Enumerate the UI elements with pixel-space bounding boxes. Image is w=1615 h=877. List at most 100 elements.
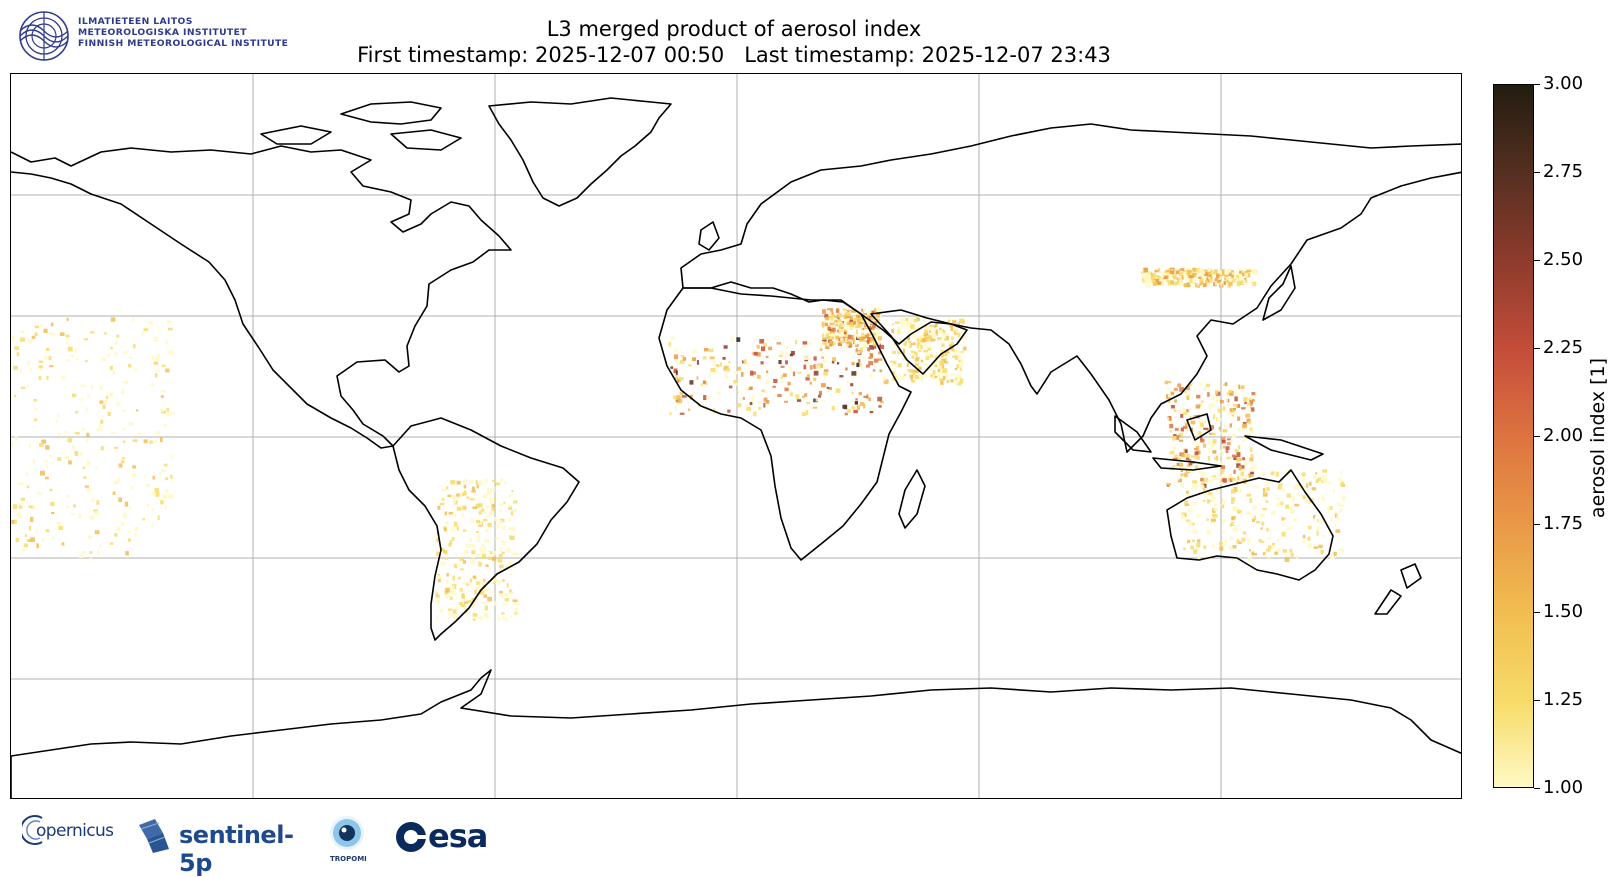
aerosol-pixel [1200,278,1204,282]
aerosol-pixel [23,543,28,548]
aerosol-pixel [765,355,769,359]
aerosol-pixel [852,333,856,339]
aerosol-pixel [1171,440,1175,443]
aerosol-pixel [951,336,954,340]
aerosol-pixel [913,318,919,323]
aerosol-pixel [148,320,153,326]
aerosol-pixel [758,406,762,410]
aerosol-pixel [1203,276,1207,281]
aerosol-pixel [747,371,751,374]
aerosol-pixel [19,368,23,373]
aerosol-pixel [132,439,138,442]
aerosol-pixel [961,344,964,348]
aerosol-pixel [844,319,848,324]
aerosol-pixel [1238,488,1242,494]
aerosol-pixel [68,460,72,465]
aerosol-pixel [854,401,859,405]
aerosol-pixel [45,476,49,480]
aerosol-pixel [1151,275,1155,279]
aerosol-pixel [34,407,39,411]
aerosol-pixel [31,335,36,339]
aerosol-pixel [910,352,916,356]
coast-antarctica [11,669,1461,798]
aerosol-pixel [1190,455,1195,458]
aerosol-pixel [908,329,911,334]
aerosol-pixel [511,527,516,531]
aerosol-pixel [1261,521,1265,526]
aerosol-pixel [822,341,827,345]
aerosol-pixel [475,503,480,509]
aerosol-pixel [99,544,102,547]
aerosol-pixel [878,351,882,355]
aerosol-pixel [1168,421,1174,427]
aerosol-pixel [83,338,89,341]
aerosol-pixel [1237,427,1242,432]
aerosol-pixel [1278,483,1283,486]
aerosol-pixel [451,537,455,541]
aerosol-pixel [1242,531,1247,535]
aerosol-pixel [1199,463,1203,466]
aerosol-pixel [803,364,807,370]
aerosol-pixel [903,342,907,346]
aerosol-pixel [157,515,160,521]
aerosol-pixel [1225,448,1229,454]
aerosol-pixel [1191,273,1196,277]
fmi-name-en: FINNISH METEOROLOGICAL INSTITUTE [78,38,289,49]
aerosol-pixel [842,336,846,340]
aerosol-pixel [1172,457,1178,461]
colorbar [1493,84,1534,788]
aerosol-pixel [784,400,788,403]
aerosol-pixel [1306,483,1309,488]
aerosol-pixel [1194,451,1199,456]
aerosol-pixel [950,327,954,332]
aerosol-pixel [1213,457,1219,460]
aerosol-pixel [912,371,916,376]
aerosol-pixel [1188,407,1191,413]
aerosol-pixel [1196,283,1200,286]
aerosol-pixel [1265,500,1269,503]
aerosol-pixel [1189,278,1193,284]
aerosol-pixel [131,474,137,477]
aerosol-hotspot [1180,469,1346,562]
aerosol-pixel [1235,389,1238,395]
colorbar-tick [1534,260,1540,261]
aerosol-pixel [801,412,806,417]
aerosol-pixel [850,335,854,340]
aerosol-pixel [161,410,166,414]
aerosol-pixel [166,407,170,412]
aerosol-pixel [1219,399,1224,404]
aerosol-pixel [812,406,818,409]
aerosol-pixel [1228,268,1232,272]
aerosol-pixel [1222,478,1227,483]
aerosol-pixel [920,379,924,383]
aerosol-pixel [146,503,150,507]
aerosol-pixel [918,350,922,353]
aerosol-pixel [777,394,782,397]
aerosol-pixel [67,346,73,352]
aerosol-pixel [29,516,34,522]
aerosol-pixel [1212,269,1215,274]
aerosol-pixel [903,373,907,377]
aerosol-pixel [679,412,685,415]
aerosol-pixel [151,491,156,496]
aerosol-pixel [1169,270,1175,275]
aerosol-pixel [1208,403,1211,409]
aerosol-pixel [1318,544,1323,549]
aerosol-pixel [1183,547,1186,551]
aerosol-pixel [688,364,692,367]
aerosol-pixel [1213,496,1216,501]
aerosol-pixel [498,593,503,597]
aerosol-pixel [495,537,498,540]
aerosol-pixel [104,332,107,335]
aerosol-pixel [462,478,468,484]
aerosol-pixel [910,321,913,324]
aerosol-pixel [1219,270,1222,276]
aerosol-pixel [778,354,784,357]
aerosol-pixel [65,358,71,362]
aerosol-pixel [703,348,709,352]
aerosol-pixel [870,337,875,341]
aerosol-pixel [897,326,902,330]
aerosol-pixel [853,409,858,414]
aerosol-pixel [1184,390,1187,394]
aerosol-pixel [1249,467,1254,472]
